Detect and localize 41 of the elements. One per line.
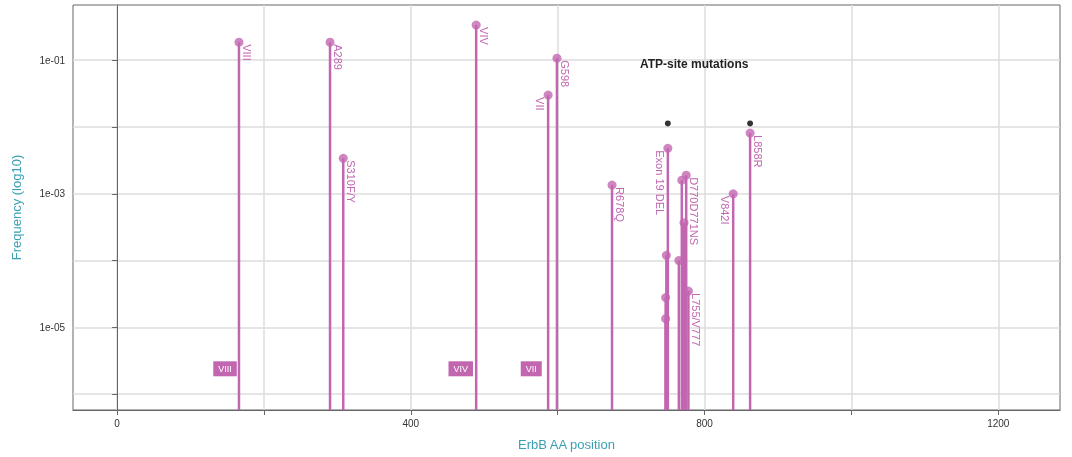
annotation: VIII (240, 44, 253, 61)
point (661, 314, 671, 324)
point (661, 250, 671, 260)
annotation: D770D771NS (688, 177, 701, 246)
annotation: L755/V777 (690, 293, 703, 347)
point (543, 90, 553, 100)
y-tick-label: 1e-03 (39, 188, 66, 200)
annotation: G598 (558, 60, 571, 88)
annotation: V842I (719, 195, 732, 225)
annotation: S310F/Y (345, 160, 358, 204)
point (663, 143, 673, 153)
point (325, 37, 335, 47)
annotation: ATP-site mutations (640, 57, 749, 71)
y-tick-label: 1e-05 (39, 321, 66, 333)
point (234, 37, 244, 47)
x-tick-label: 1200 (987, 417, 1010, 429)
y-tick-label: 1e-01 (39, 54, 66, 66)
point (747, 120, 754, 127)
annotation: VII (525, 363, 537, 374)
annotation: VIII (218, 363, 232, 374)
x-tick-label: 0 (114, 417, 121, 429)
annotation: L858R (752, 135, 765, 168)
annotation: VIV (453, 363, 469, 374)
point (681, 170, 691, 180)
x-tick-label: 400 (402, 417, 420, 429)
point (664, 120, 671, 127)
annotation: VII (534, 97, 547, 111)
x-axis-title: ErbB AA position (518, 437, 615, 452)
annotation: VIV (478, 27, 491, 46)
y-axis-title: Frequency (log10) (9, 154, 24, 261)
point (661, 293, 671, 303)
point (552, 53, 562, 63)
annotation: R678Q (614, 187, 627, 223)
annotation: Exon 19 DEL (653, 150, 666, 216)
point (745, 128, 755, 138)
x-tick-label: 800 (696, 417, 714, 429)
point (607, 180, 617, 190)
point (471, 20, 481, 30)
annotation: A289 (332, 44, 345, 70)
point (728, 189, 738, 199)
point (338, 153, 348, 163)
